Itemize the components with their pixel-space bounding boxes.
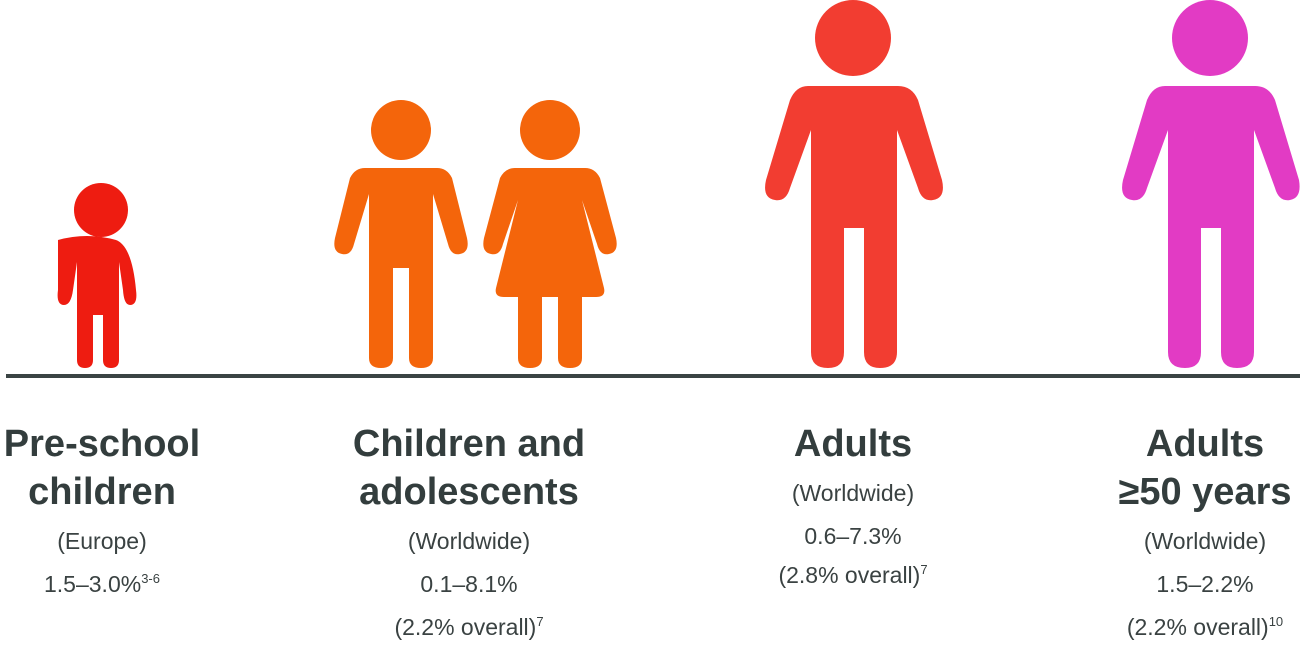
overall-value: (2.2% overall)7 <box>338 604 600 650</box>
group-title: Adults ≥50 years <box>1110 420 1300 516</box>
title-line: adolescents <box>359 471 579 513</box>
overall-text: (2.2% overall) <box>394 614 537 640</box>
boy-icon <box>334 100 468 368</box>
overall-value: (2.8% overall)7 <box>740 556 966 594</box>
adult-icon <box>765 0 943 368</box>
reference-mark: 7 <box>920 562 928 577</box>
reference-mark: 10 <box>1268 614 1284 629</box>
region-label: (Worldwide) <box>407 528 531 554</box>
range-value: 1.5–2.2% <box>1156 571 1254 597</box>
group-adults: Adults (Worldwide) 0.6–7.3% (2.8% overal… <box>740 420 966 594</box>
group-title: Pre-school children <box>0 420 204 516</box>
group-children: Children and adolescents (Worldwide) 0.1… <box>338 420 600 650</box>
range-value: 0.6–7.3% <box>804 523 902 549</box>
overall-value: (2.2% overall)10 <box>1110 604 1300 650</box>
region-label: (Worldwide) <box>1143 528 1267 554</box>
group-title: Children and adolescents <box>338 420 600 516</box>
group-adults-50: Adults ≥50 years (Worldwide) 1.5–2.2% (2… <box>1110 420 1300 650</box>
reference-mark: 7 <box>536 614 544 629</box>
title-line: ≥50 years <box>1118 471 1292 513</box>
title-line: Pre-school <box>3 423 201 465</box>
older-adult-icon <box>1122 0 1300 368</box>
title-line: Adults <box>1145 423 1265 465</box>
range-value: 1.5–3.0%3-6 <box>0 564 204 604</box>
reference-mark: 3-6 <box>141 571 160 586</box>
title-line: Children and <box>352 423 586 465</box>
baseline <box>6 374 1300 378</box>
region-label: (Europe) <box>57 528 147 554</box>
toddler-icon <box>57 183 137 368</box>
range-text: 1.5–3.0% <box>44 571 142 597</box>
title-line: children <box>28 471 176 513</box>
region-label: (Worldwide) <box>791 480 915 506</box>
group-preschool: Pre-school children (Europe) 1.5–3.0%3-6 <box>0 420 204 604</box>
overall-text: (2.8% overall) <box>778 562 921 588</box>
girl-icon <box>483 100 617 368</box>
overall-text: (2.2% overall) <box>1126 614 1269 640</box>
range-value: 0.1–8.1% <box>420 571 518 597</box>
group-title: Adults <box>740 420 966 468</box>
title-line: Adults <box>793 423 913 465</box>
